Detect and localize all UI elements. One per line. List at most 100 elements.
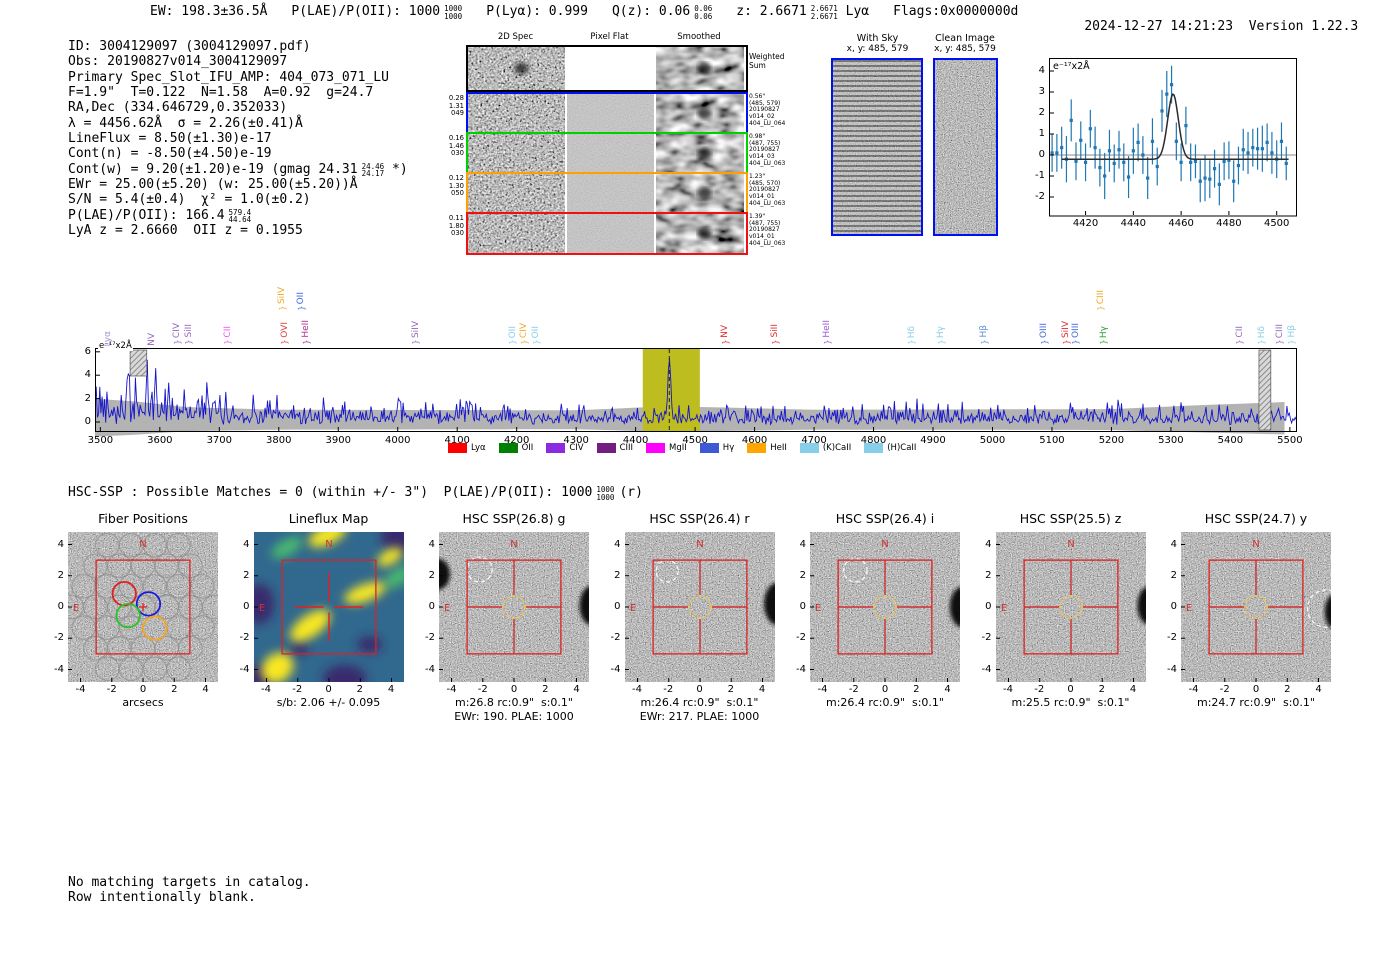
spec2d-right-label: Sum <box>749 60 766 70</box>
info-line: Cont(w) = 9.20(±1.20)e-19 (gmag 24.31 24.… <box>68 161 408 178</box>
spec2d-cell-image <box>656 174 744 213</box>
info-line: LineFlux = 8.50(±1.30)e-17 <box>68 131 408 146</box>
info-line-suffix: *) <box>384 161 408 177</box>
spec2d-left-labels: 0.16 1.46 030 <box>440 134 464 158</box>
report-header: EW: 198.3±36.5Å P(LAE)/P(OII): 1000 1000 10… <box>150 4 1018 21</box>
emission-line-label: OII{ <box>530 326 542 346</box>
spec2d-row <box>466 212 748 255</box>
axis-tick-label: -4 <box>75 684 86 695</box>
header-item-text: P(Lyα): 0.999 <box>486 4 588 19</box>
axis-tick-label: 3800 <box>266 435 292 446</box>
legend-swatch <box>596 443 616 453</box>
legend-swatch <box>646 443 666 453</box>
emission-line-brace: { <box>1071 339 1081 345</box>
axis-tick-label: -2 <box>663 684 674 695</box>
emission-line-label-text: Hδ <box>906 325 917 338</box>
spec2d-cell-image <box>468 134 565 173</box>
stacked-fraction: 1000 1000 <box>444 4 463 21</box>
axis-tick-label: 2 <box>84 392 91 404</box>
spec2d-cell-image <box>567 174 654 213</box>
axis-tick-label: 3700 <box>206 435 233 446</box>
spec2d-left-label: 1.30 <box>448 181 464 190</box>
emission-line-label-text: Hβ <box>1286 325 1297 338</box>
spec2d-right-label: 404_LU_063 <box>749 199 786 207</box>
svg-text:E: E <box>1186 603 1192 614</box>
info-line-text: ID: 3004129097 (3004129097.pdf) <box>68 39 311 54</box>
emission-line-label-text: CIV <box>172 322 183 338</box>
axis-tick-label: 4300 <box>563 435 589 446</box>
axis-tick-label: 4000 <box>384 435 411 446</box>
header-item-suffix: Lyα <box>837 4 870 19</box>
axis-tick-label: 0 <box>799 601 806 612</box>
axis-tick-label: 4200 <box>503 435 530 446</box>
spec2d-right-label: 404_LU_064 <box>749 119 786 127</box>
emission-line-label-text: NV <box>720 325 731 338</box>
spec2d-cell-image <box>656 214 744 253</box>
spec2d-left-label: 1.31 <box>448 101 464 110</box>
header-item: z: 2.6671 2.6671 2.6671 Lyα <box>736 4 870 20</box>
info-line: ID: 3004129097 (3004129097.pdf) <box>68 39 408 54</box>
axis-tick-label: 4 <box>202 684 209 695</box>
emission-line-label-text: CII <box>1234 326 1245 338</box>
spec2d-cell <box>468 47 565 90</box>
axis-tick-label: 0 <box>1067 684 1074 695</box>
clean-image <box>925 50 1015 250</box>
axis-tick-label: -1 <box>1035 170 1045 181</box>
spec2d-cell-image <box>656 47 744 90</box>
emission-line-label: Lyα <box>102 331 114 346</box>
axis-tick-label: -2 <box>1219 684 1230 695</box>
svg-text:E: E <box>629 603 635 614</box>
legend-swatch <box>799 443 819 453</box>
axis-tick-label: 0 <box>985 601 992 612</box>
axis-tick-label: 4 <box>799 538 806 550</box>
info-line-text: LineFlux = 8.50(±1.30)e-17 <box>68 131 272 147</box>
panel-caption: EWr: 190. PLAE: 1000 <box>454 710 574 723</box>
detection-info-block: ID: 3004129097 (3004129097.pdf) Obs: 2019… <box>68 39 408 238</box>
spec2d-cell <box>565 214 654 253</box>
spec2d-cell <box>654 94 744 133</box>
spec2d-cell <box>468 214 565 253</box>
spec2d-right-labels: Weighted Sum <box>749 52 795 70</box>
spec2d-cell <box>654 134 744 173</box>
legend-swatch <box>747 443 767 453</box>
spec2d-left-label: 0.16 <box>448 134 464 142</box>
axis-tick-label: 2 <box>57 569 64 581</box>
axis-tick-label: 0 <box>84 416 91 427</box>
axis-tick-label: -2 <box>1035 191 1045 202</box>
emission-line-label: Hδ{ <box>906 326 918 346</box>
legend-swatch <box>448 443 467 453</box>
emission-line-label: Hβ{ <box>978 325 990 346</box>
axis-y-label: e⁻¹⁷x2Å <box>98 341 133 351</box>
emission-line-brace: { <box>520 339 530 345</box>
emission-line-brace: { <box>771 339 781 345</box>
axis-tick-label: 3900 <box>325 435 351 446</box>
emission-line-label: CIII{ <box>1274 324 1286 346</box>
axis-tick-label: -4 <box>54 663 64 675</box>
spectrum-legend: Lyα OII CIV CIII MgII Hγ HeII (K)CaII (H)CaII <box>448 443 916 453</box>
clean-image-coords: x, y: 485, 579 <box>934 44 996 54</box>
spec2d-right-label: 20190827 <box>749 186 780 194</box>
axis-tick-label: 5000 <box>979 435 1006 446</box>
spec2d-left-labels: 0.11 1.80 030 <box>440 214 464 238</box>
emission-line-brace: { <box>823 339 833 345</box>
emission-line-brace: { <box>1096 305 1106 311</box>
legend-swatch <box>498 443 518 453</box>
axis-tick-label: -2 <box>1167 632 1177 644</box>
emission-line-label-text: CII <box>222 326 233 338</box>
axis-tick-label: 2 <box>1098 684 1105 695</box>
panel-title: HSC SSP(26.4) r <box>649 511 750 526</box>
header-item: Flags:0x0000000d <box>893 4 1018 19</box>
axis-tick-label: 2 <box>614 569 621 581</box>
axis-tick-label: 4100 <box>444 435 470 446</box>
emission-line-label-text: OII <box>296 291 307 304</box>
axis-tick-label: 2 <box>727 684 734 695</box>
emission-line-label-text: OII <box>507 325 518 338</box>
emission-line-label-text: SiIV <box>277 286 288 304</box>
axis-tick-label: 2 <box>1038 107 1045 118</box>
panel-title: HSC SSP(26.4) i <box>835 511 935 526</box>
axis-tick-label: 0 <box>614 601 621 612</box>
axis-tick-label: -4 <box>239 663 250 675</box>
emission-line-label-text: OII <box>531 325 542 338</box>
axis-tick-label: -2 <box>1034 684 1045 695</box>
legend-item: CIV <box>546 443 584 453</box>
